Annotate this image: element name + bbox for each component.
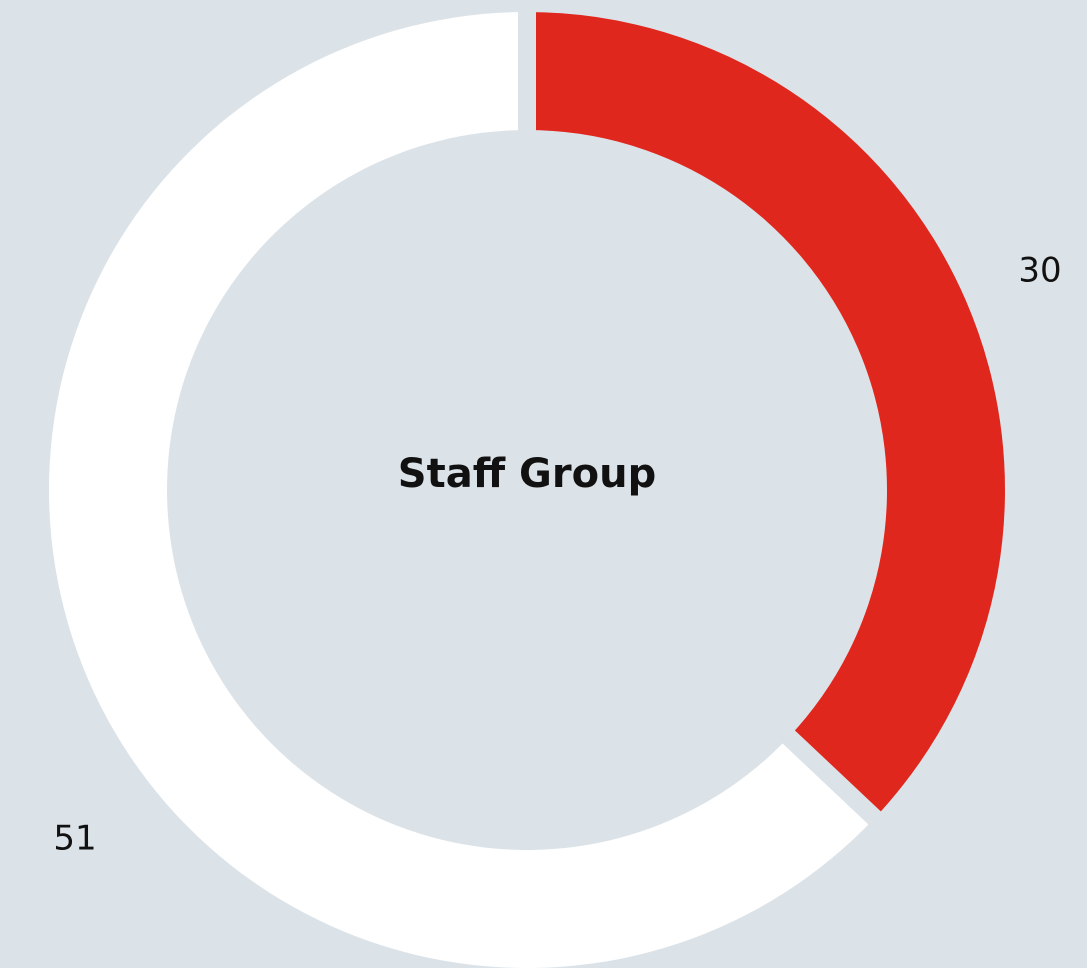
data-label: 51: [53, 819, 96, 859]
data-label: 30: [1018, 251, 1061, 291]
center-title: Staff Group: [398, 451, 656, 497]
segment-gap: [779, 727, 885, 829]
donut-segment: [527, 12, 1005, 819]
segments: [49, 7, 1005, 968]
donut-segment: [49, 12, 875, 968]
